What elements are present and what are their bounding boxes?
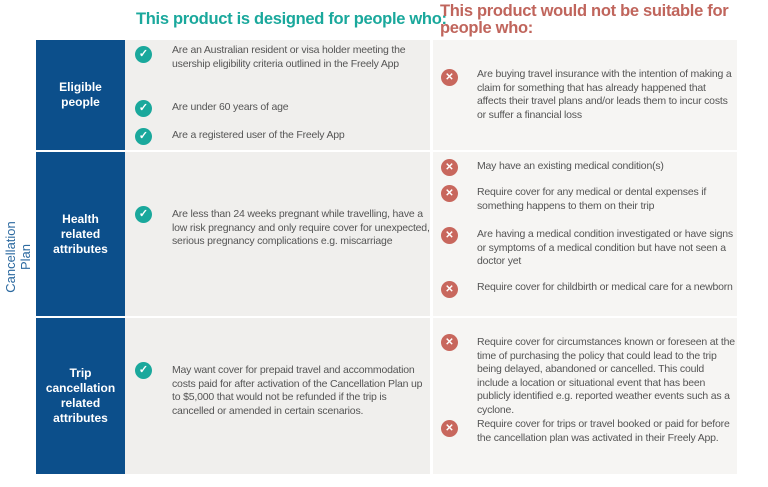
row-label-text: Eligible people <box>59 80 102 109</box>
row-label-trip: Trip cancellation related attributes <box>36 318 125 474</box>
suitable-cell: ✓ May want cover for prepaid travel and … <box>125 318 430 474</box>
x-circle-icon: ✕ <box>441 420 458 437</box>
list-item: Are a registered user of the Freely App <box>172 129 345 141</box>
not-suitable-cell: ✕ Are buying travel insurance with the i… <box>433 40 737 150</box>
row-label-text: Health related attributes <box>53 211 108 256</box>
suitable-cell: ✓ Are an Australian resident or visa hol… <box>125 40 430 150</box>
list-item: Are under 60 years of age <box>172 101 289 113</box>
not-suitable-header: This product would not be suitable for p… <box>440 2 729 37</box>
check-circle-icon: ✓ <box>135 362 152 379</box>
row-label-eligible: Eligible people <box>36 40 125 150</box>
row-label-health: Health related attributes <box>36 152 125 316</box>
list-item: Are buying travel insurance with the int… <box>477 68 732 121</box>
not-suitable-cell: ✕ May have an existing medical condition… <box>433 152 737 316</box>
list-item: May have an existing medical condition(s… <box>477 160 664 172</box>
list-item: Require cover for trips or travel booked… <box>477 418 730 444</box>
list-item: Are having a medical condition investiga… <box>477 228 733 267</box>
suitable-cell: ✓ Are less than 24 weeks pregnant while … <box>125 152 430 316</box>
suitable-header: This product is designed for people who: <box>136 10 447 28</box>
x-circle-icon: ✕ <box>441 159 458 176</box>
x-circle-icon: ✕ <box>441 334 458 351</box>
side-label: Cancellation Plan <box>3 221 33 293</box>
list-item: Require cover for circumstances known or… <box>477 336 735 416</box>
list-item: Require cover for childbirth or medical … <box>477 281 733 293</box>
check-circle-icon: ✓ <box>135 46 152 63</box>
not-suitable-cell: ✕ Require cover for circumstances known … <box>433 318 737 474</box>
row-label-text: Trip cancellation related attributes <box>45 366 116 425</box>
list-item: Are an Australian resident or visa holde… <box>172 44 406 70</box>
list-item: Are less than 24 weeks pregnant while tr… <box>172 208 430 247</box>
x-circle-icon: ✕ <box>441 69 458 86</box>
check-circle-icon: ✓ <box>135 206 152 223</box>
x-circle-icon: ✕ <box>441 227 458 244</box>
list-item: Require cover for any medical or dental … <box>477 186 707 212</box>
check-circle-icon: ✓ <box>135 100 152 117</box>
list-item: May want cover for prepaid travel and ac… <box>172 364 423 417</box>
check-circle-icon: ✓ <box>135 128 152 145</box>
x-circle-icon: ✕ <box>441 281 458 298</box>
x-circle-icon: ✕ <box>441 185 458 202</box>
